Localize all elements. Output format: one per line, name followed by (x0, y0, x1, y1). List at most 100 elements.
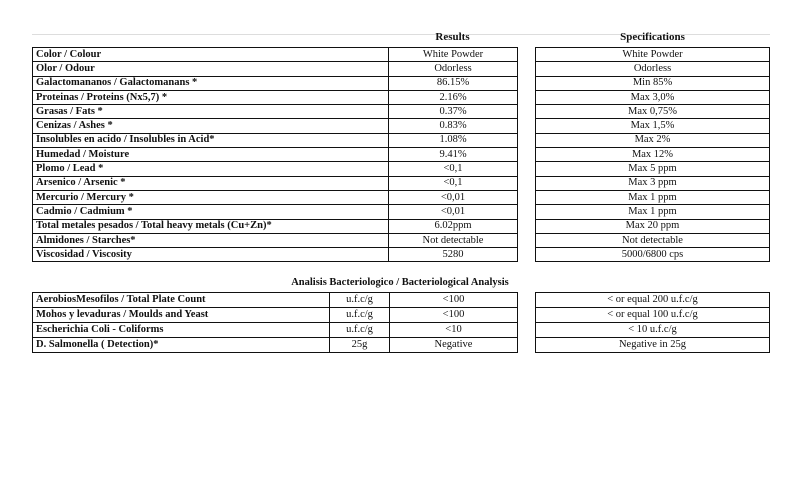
table-row: 5000/6800 cps (535, 247, 770, 263)
table-row: Not detectable (535, 232, 770, 249)
table-row: Color / Colour White Powder (32, 46, 518, 63)
top-rule (32, 34, 770, 35)
spec-cell: 5000/6800 cps (535, 247, 770, 263)
table-row: Cenizas / Ashes * 0.83% (32, 118, 518, 134)
spec-cell: Max 1 ppm (535, 189, 770, 206)
result-cell: 1.08% (388, 132, 518, 149)
table-row: Cadmio / Cadmium * <0,01 (32, 204, 518, 220)
table-row: Olor / Odour Odorless (32, 61, 518, 77)
result-cell: 86.15% (388, 75, 518, 91)
spec-cell: < or equal 200 u.f.c/g (535, 292, 770, 308)
spec-cell: Max 12% (535, 147, 770, 163)
parameter-cell: Almidones / Starches* (32, 232, 389, 249)
parameter-cell: Escherichia Coli - Coliforms (32, 322, 330, 338)
table-row: < 10 u.f.c/g (535, 322, 770, 338)
result-cell: Negative (389, 337, 518, 353)
parameter-cell: Color / Colour (32, 46, 389, 63)
result-cell: <0,1 (388, 161, 518, 177)
parameter-cell: Grasas / Fats * (32, 104, 389, 120)
spec-cell: < 10 u.f.c/g (535, 322, 770, 338)
table-row: AerobiosMesofilos / Total Plate Count u.f… (32, 292, 518, 308)
spec-cell: Max 1 ppm (535, 204, 770, 220)
parameter-cell: Mercurio / Mercury * (32, 189, 389, 206)
spec-cell: Max 20 ppm (535, 218, 770, 234)
spec-cell: Negative in 25g (535, 337, 770, 353)
table-row: Max 2% (535, 132, 770, 149)
parameter-cell: Olor / Odour (32, 61, 389, 77)
specifications-header: Specifications (620, 31, 685, 43)
result-cell: 6.02ppm (388, 218, 518, 234)
parameter-cell: Insolubles en acido / Insolubles in Acid… (32, 132, 389, 149)
physchem-spec-table: White Powder Odorless Min 85% Max 3,0% Max 0… (535, 46, 770, 263)
table-row: Plomo / Lead * <0,1 (32, 161, 518, 177)
table-row: Grasas / Fats * 0.37% (32, 104, 518, 120)
micro-spec-table: < or equal 200 u.f.c/g < or equal 100 u.f… (535, 292, 770, 353)
table-row: Max 3 ppm (535, 175, 770, 191)
parameter-cell: Plomo / Lead * (32, 161, 389, 177)
table-row: Negative in 25g (535, 337, 770, 353)
table-row: Arsenico / Arsenic * <0,1 (32, 175, 518, 191)
spec-cell: Not detectable (535, 232, 770, 249)
unit-cell: u.f.c/g (329, 307, 390, 323)
table-row: Almidones / Starches* Not detectable (32, 232, 518, 249)
table-row: Max 5 ppm (535, 161, 770, 177)
table-row: Min 85% (535, 75, 770, 91)
table-row: Max 0,75% (535, 104, 770, 120)
parameter-cell: AerobiosMesofilos / Total Plate Count (32, 292, 330, 308)
result-cell: Odorless (388, 61, 518, 77)
spec-cell: White Powder (535, 46, 770, 63)
result-cell: <100 (389, 307, 518, 323)
table-row: White Powder (535, 46, 770, 63)
table-row: Odorless (535, 61, 770, 77)
parameter-cell: Viscosidad / Viscosity (32, 247, 389, 263)
result-cell: <0,01 (388, 189, 518, 206)
spec-cell: Odorless (535, 61, 770, 77)
table-row: Mercurio / Mercury * <0,01 (32, 189, 518, 206)
table-row: Max 12% (535, 147, 770, 163)
table-row: Escherichia Coli - Coliforms u.f.c/g <10 (32, 322, 518, 338)
table-row: < or equal 200 u.f.c/g (535, 292, 770, 308)
table-row: < or equal 100 u.f.c/g (535, 307, 770, 323)
spec-cell: Max 1,5% (535, 118, 770, 134)
table-row: Max 20 ppm (535, 218, 770, 234)
unit-cell: 25g (329, 337, 390, 353)
result-cell: Not detectable (388, 232, 518, 249)
parameter-cell: Cadmio / Cadmium * (32, 204, 389, 220)
parameter-cell: Humedad / Moisture (32, 147, 389, 163)
spec-cell: Max 2% (535, 132, 770, 149)
table-row: Total metales pesados / Total heavy meta… (32, 218, 518, 234)
table-row: Viscosidad / Viscosity 5280 (32, 247, 518, 263)
parameter-cell: Total metales pesados / Total heavy meta… (32, 218, 389, 234)
result-cell: 5280 (388, 247, 518, 263)
table-row: Insolubles en acido / Insolubles in Acid… (32, 132, 518, 149)
parameter-cell: D. Salmonella ( Detection)* (32, 337, 330, 353)
table-row: Max 1,5% (535, 118, 770, 134)
table-row: Max 1 ppm (535, 189, 770, 206)
parameter-cell: Galactomananos / Galactomanans * (32, 75, 389, 91)
result-cell: 9.41% (388, 147, 518, 163)
spec-cell: Max 3,0% (535, 89, 770, 106)
parameter-cell: Mohos y levaduras / Moulds and Yeast (32, 307, 330, 323)
micro-results-table: AerobiosMesofilos / Total Plate Count u.f… (32, 292, 518, 353)
parameter-cell: Cenizas / Ashes * (32, 118, 389, 134)
spec-cell: Max 5 ppm (535, 161, 770, 177)
parameter-cell: Proteinas / Proteins (Nx5,7) * (32, 89, 389, 106)
result-cell: 0.83% (388, 118, 518, 134)
result-cell: <100 (389, 292, 518, 308)
table-row: Proteinas / Proteins (Nx5,7) * 2.16% (32, 89, 518, 106)
micro-title: Analisis Bacteriologico / Bacteriologica… (291, 277, 509, 288)
results-header: Results (435, 31, 470, 43)
table-row: Mohos y levaduras / Moulds and Yeast u.f.… (32, 307, 518, 323)
unit-cell: u.f.c/g (329, 322, 390, 338)
table-row: Max 3,0% (535, 89, 770, 106)
parameter-cell: Arsenico / Arsenic * (32, 175, 389, 191)
result-cell: <10 (389, 322, 518, 338)
spec-cell: Max 3 ppm (535, 175, 770, 191)
spec-cell: Min 85% (535, 75, 770, 91)
spec-cell: Max 0,75% (535, 104, 770, 120)
table-row: Max 1 ppm (535, 204, 770, 220)
result-cell: <0,1 (388, 175, 518, 191)
table-row: D. Salmonella ( Detection)* 25g Negative (32, 337, 518, 353)
table-row: Galactomananos / Galactomanans * 86.15% (32, 75, 518, 91)
spec-cell: < or equal 100 u.f.c/g (535, 307, 770, 323)
